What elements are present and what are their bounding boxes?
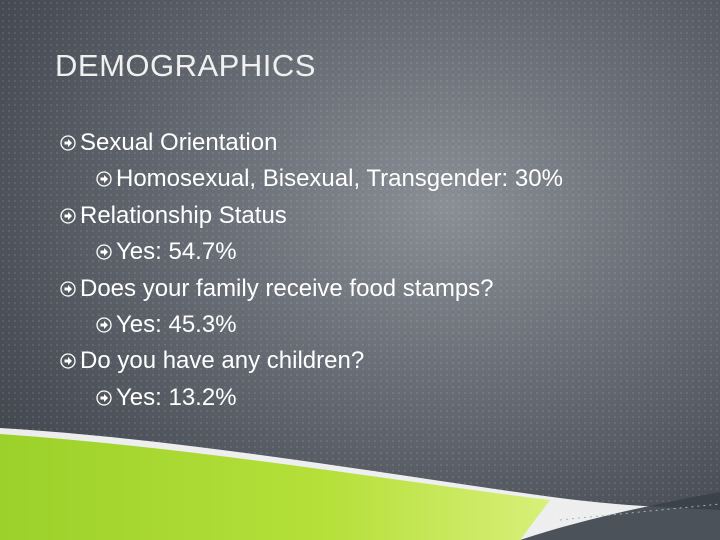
bullet-icon — [96, 317, 112, 333]
bullet-icon — [60, 208, 76, 224]
bullet-item: Relationship Status — [60, 199, 287, 233]
bullet-icon — [60, 280, 76, 297]
sub-bullet-item: Yes: 13.2% — [96, 381, 237, 415]
bullet-icon — [96, 171, 112, 188]
sub-bullet-item-text: Yes: 45.3% — [116, 311, 237, 338]
sub-bullet-item: Yes: 45.3% — [96, 308, 237, 342]
bullet-item-text: Do you have any children? — [80, 347, 365, 375]
bullet-icon — [96, 244, 112, 260]
bullet-item-text: Does your family receive food stamps? — [80, 274, 494, 302]
bullet-item: Sexual Orientation — [60, 126, 277, 160]
bullet-item: Does your family receive food stamps? — [60, 272, 494, 306]
sub-bullet-item-text: Yes: 13.2% — [116, 383, 237, 411]
sub-bullet-item: Homosexual, Bisexual, Transgender: 30% — [96, 162, 563, 196]
sub-bullet-item-text: Homosexual, Bisexual, Transgender: 30% — [116, 165, 563, 193]
bullet-item-text: Relationship Status — [80, 201, 287, 229]
bullet-icon — [60, 135, 76, 151]
bullet-item-text: Sexual Orientation — [80, 129, 278, 156]
slide-title: DEMOGRAPHICS — [55, 48, 316, 83]
sub-bullet-item: Yes: 54.7% — [96, 235, 237, 269]
bullet-icon — [96, 390, 112, 406]
sub-bullet-item-text: Yes: 54.7% — [116, 238, 237, 266]
bullet-icon — [60, 353, 76, 370]
bullet-item: Do you have any children? — [60, 344, 364, 378]
